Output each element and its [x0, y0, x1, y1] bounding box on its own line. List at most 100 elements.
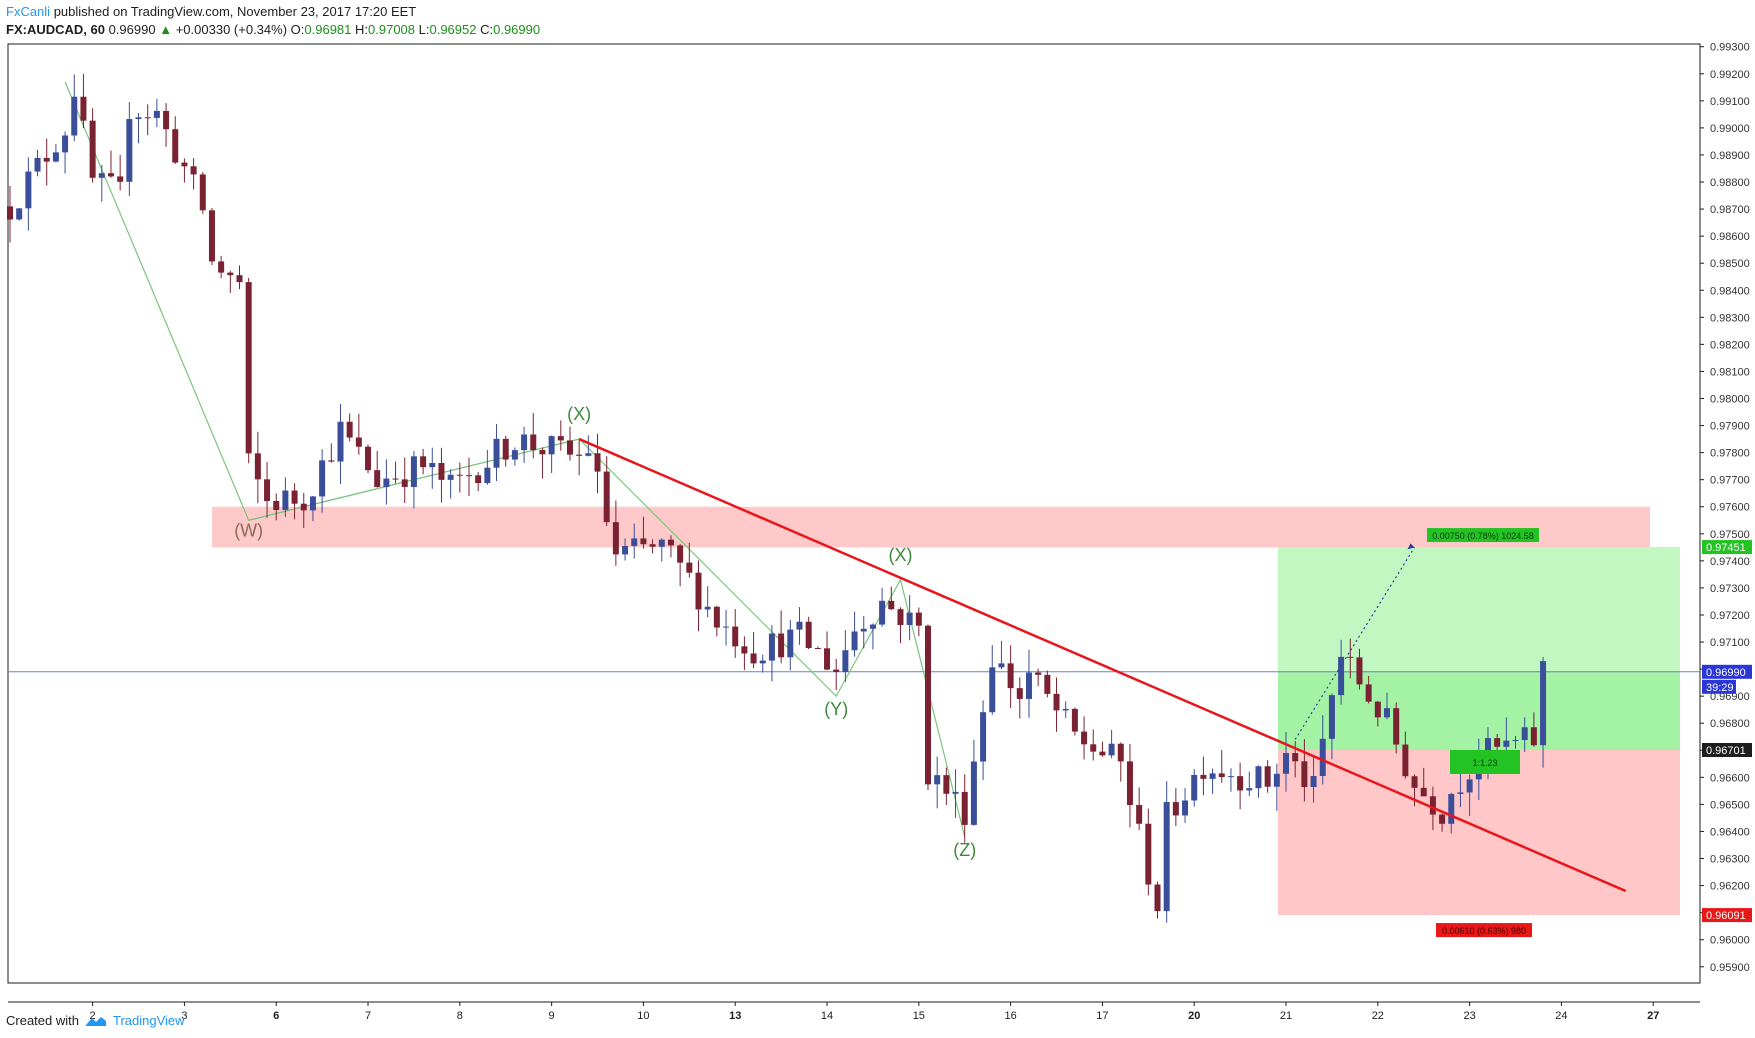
candle-body	[530, 434, 537, 451]
candle	[16, 208, 23, 221]
candle	[1466, 774, 1473, 817]
candle	[741, 636, 748, 671]
candle-body	[1099, 751, 1106, 756]
candle-body	[1328, 695, 1335, 739]
price-tick-label: 0.98000	[1710, 393, 1750, 405]
candle-body	[888, 600, 895, 610]
target-label-bg	[1427, 528, 1539, 543]
candle	[7, 186, 13, 243]
target-price-tag-bg	[1702, 540, 1752, 555]
candle	[860, 615, 867, 649]
candle-body	[1246, 788, 1253, 791]
candle	[429, 447, 436, 489]
candle-body	[980, 712, 987, 762]
candle	[282, 477, 289, 517]
price-tick-label: 0.97900	[1710, 421, 1750, 433]
candle	[704, 586, 711, 618]
candle-body	[254, 453, 261, 480]
time-tick-label: 15	[913, 1010, 925, 1022]
candle	[1136, 787, 1143, 830]
candle	[686, 542, 693, 578]
candle	[998, 640, 1005, 670]
candle-body	[300, 503, 307, 511]
candle-body	[787, 629, 794, 658]
price-tick-label: 0.96800	[1710, 718, 1750, 730]
stop-price-tag-bg	[1702, 908, 1752, 923]
candle	[1191, 769, 1198, 807]
candle-body	[961, 791, 968, 825]
candle-body	[80, 96, 87, 121]
candle-body	[649, 544, 656, 547]
candle-body	[227, 272, 234, 276]
candle	[392, 461, 399, 484]
candle-body	[548, 436, 555, 455]
candle	[236, 265, 243, 290]
candle-body	[456, 474, 463, 476]
candle-body	[1494, 738, 1501, 747]
candle	[1365, 675, 1372, 704]
candle	[447, 469, 454, 499]
candle	[502, 435, 509, 467]
price-tick-label: 0.97800	[1710, 448, 1750, 460]
candle	[842, 630, 849, 683]
candle-body	[475, 475, 482, 484]
candle-body	[89, 120, 96, 178]
candle-body	[695, 572, 702, 610]
candle	[1384, 692, 1390, 720]
author-name[interactable]: FxCanli	[6, 4, 51, 19]
candle	[309, 496, 316, 522]
target-label-text: 0.00750 (0.78%) 1024.58	[1432, 531, 1534, 541]
candle	[915, 607, 922, 637]
time-tick-label: 6	[273, 1010, 279, 1022]
candle-body	[172, 129, 179, 163]
wave-label: (Z)	[953, 840, 976, 860]
candle-body	[1347, 656, 1354, 658]
candle	[1016, 677, 1023, 719]
price-tick-label: 0.98300	[1710, 312, 1750, 324]
candle-body	[952, 791, 959, 794]
candle-body	[502, 438, 509, 460]
open-label: O:	[290, 22, 305, 37]
candle-body	[1108, 743, 1115, 756]
candle-body	[1209, 773, 1216, 779]
candle-body	[1126, 761, 1133, 806]
candle-body	[16, 208, 23, 220]
candle	[1237, 762, 1244, 810]
candle-body	[612, 522, 619, 555]
time-tick-label: 2	[90, 1010, 96, 1022]
tradingview-link[interactable]: TradingView	[112, 1013, 185, 1028]
candle-body	[851, 631, 858, 651]
candle-body	[410, 456, 417, 487]
candle	[1338, 639, 1345, 705]
candle	[805, 616, 812, 650]
candle	[585, 435, 592, 457]
candle-body	[511, 450, 518, 460]
candle-body	[1503, 740, 1510, 747]
candle-body	[1356, 657, 1363, 685]
plot-frame	[7, 43, 1701, 984]
candle-body	[631, 538, 638, 546]
candle-body	[585, 453, 592, 456]
candle	[879, 587, 886, 627]
candle-body	[1530, 727, 1537, 746]
candle	[144, 104, 151, 136]
entry-label: 1:1.23	[1450, 750, 1520, 775]
candle	[1246, 771, 1253, 796]
candle	[1200, 756, 1207, 796]
candle	[365, 444, 372, 474]
current-price-tag: 0.96990	[1702, 664, 1752, 679]
candle	[521, 426, 528, 463]
candle-body	[309, 496, 316, 511]
candle	[172, 116, 179, 164]
candle	[943, 767, 950, 805]
time-tick-label: 20	[1188, 1010, 1200, 1022]
candle	[1044, 670, 1051, 698]
candle-body	[658, 539, 665, 547]
candle	[759, 654, 766, 673]
price-tick-label: 0.97600	[1710, 502, 1750, 514]
candle-body	[970, 761, 977, 825]
price-tick-label: 0.97300	[1710, 583, 1750, 595]
candle-body	[1319, 738, 1326, 776]
candle-body	[1429, 796, 1436, 815]
